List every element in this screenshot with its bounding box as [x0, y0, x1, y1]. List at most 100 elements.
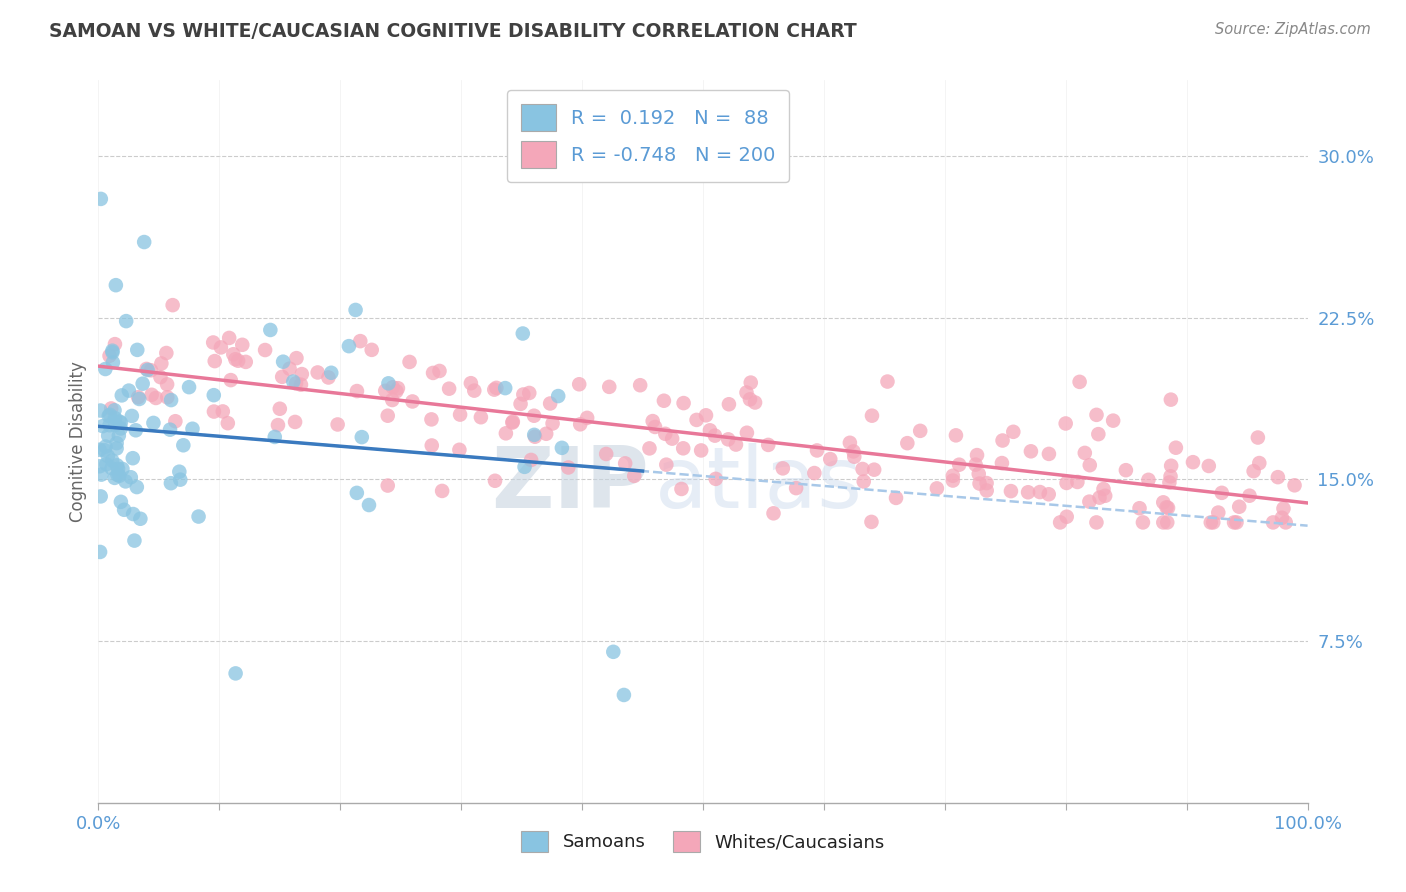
- Point: [991, 456, 1014, 470]
- Point: [202, 335, 225, 350]
- Point: [967, 467, 990, 481]
- Point: [165, 414, 187, 428]
- Point: [806, 443, 828, 458]
- Point: [860, 409, 883, 423]
- Point: [1094, 489, 1116, 503]
- Point: [381, 380, 404, 394]
- Point: [942, 474, 965, 488]
- Text: atlas: atlas: [655, 443, 863, 526]
- Point: [398, 355, 420, 369]
- Point: [1198, 458, 1220, 473]
- Point: [283, 375, 305, 389]
- Point: [1038, 487, 1060, 501]
- Point: [568, 377, 591, 392]
- Point: [838, 435, 860, 450]
- Point: [717, 433, 740, 447]
- Point: [135, 362, 157, 376]
- Point: [89, 403, 111, 417]
- Y-axis label: Cognitive Disability: Cognitive Disability: [69, 361, 87, 522]
- Point: [108, 428, 131, 442]
- Point: [1271, 510, 1294, 524]
- Point: [695, 409, 717, 423]
- Point: [460, 376, 482, 391]
- Point: [346, 486, 368, 500]
- Point: [321, 366, 343, 380]
- Point: [738, 392, 761, 407]
- Point: [101, 453, 124, 467]
- Point: [1088, 491, 1111, 505]
- Point: [1085, 408, 1108, 422]
- Point: [494, 381, 516, 395]
- Point: [672, 396, 695, 410]
- Point: [724, 437, 747, 451]
- Point: [263, 430, 285, 444]
- Point: [628, 378, 651, 392]
- Point: [1056, 509, 1078, 524]
- Point: [652, 393, 675, 408]
- Point: [598, 380, 620, 394]
- Point: [820, 452, 842, 467]
- Point: [523, 409, 546, 423]
- Point: [131, 376, 153, 391]
- Point: [602, 645, 624, 659]
- Point: [357, 498, 380, 512]
- Point: [512, 326, 534, 341]
- Point: [1160, 392, 1182, 407]
- Point: [112, 502, 135, 516]
- Point: [278, 361, 301, 376]
- Point: [385, 384, 408, 399]
- Point: [1056, 475, 1078, 490]
- Point: [513, 459, 536, 474]
- Point: [172, 438, 194, 452]
- Point: [1202, 516, 1225, 530]
- Point: [217, 416, 239, 430]
- Point: [271, 354, 294, 368]
- Point: [89, 459, 111, 474]
- Point: [169, 473, 191, 487]
- Point: [429, 364, 451, 378]
- Point: [202, 388, 225, 402]
- Point: [1074, 446, 1097, 460]
- Point: [337, 339, 360, 353]
- Point: [969, 476, 991, 491]
- Point: [271, 369, 294, 384]
- Point: [641, 414, 664, 428]
- Point: [108, 468, 131, 483]
- Point: [501, 416, 523, 430]
- Point: [966, 448, 988, 462]
- Point: [942, 468, 965, 483]
- Point: [1152, 516, 1174, 530]
- Point: [1181, 455, 1204, 469]
- Point: [896, 436, 918, 450]
- Point: [110, 421, 132, 435]
- Point: [104, 337, 127, 351]
- Point: [735, 425, 758, 440]
- Point: [107, 467, 129, 482]
- Point: [162, 298, 184, 312]
- Point: [569, 417, 592, 432]
- Point: [1132, 516, 1154, 530]
- Point: [1069, 375, 1091, 389]
- Point: [96, 457, 118, 471]
- Point: [520, 453, 543, 467]
- Point: [285, 376, 308, 391]
- Point: [125, 480, 148, 494]
- Point: [120, 470, 142, 484]
- Point: [98, 408, 121, 422]
- Point: [360, 343, 382, 357]
- Point: [661, 432, 683, 446]
- Point: [225, 666, 247, 681]
- Point: [1000, 484, 1022, 499]
- Point: [654, 426, 676, 441]
- Point: [852, 475, 875, 489]
- Point: [1267, 470, 1289, 484]
- Point: [484, 474, 506, 488]
- Point: [1128, 501, 1150, 516]
- Point: [495, 426, 517, 441]
- Point: [485, 381, 508, 395]
- Point: [1137, 473, 1160, 487]
- Point: [541, 417, 564, 431]
- Point: [420, 412, 443, 426]
- Text: ZIP: ZIP: [491, 443, 648, 526]
- Point: [576, 410, 599, 425]
